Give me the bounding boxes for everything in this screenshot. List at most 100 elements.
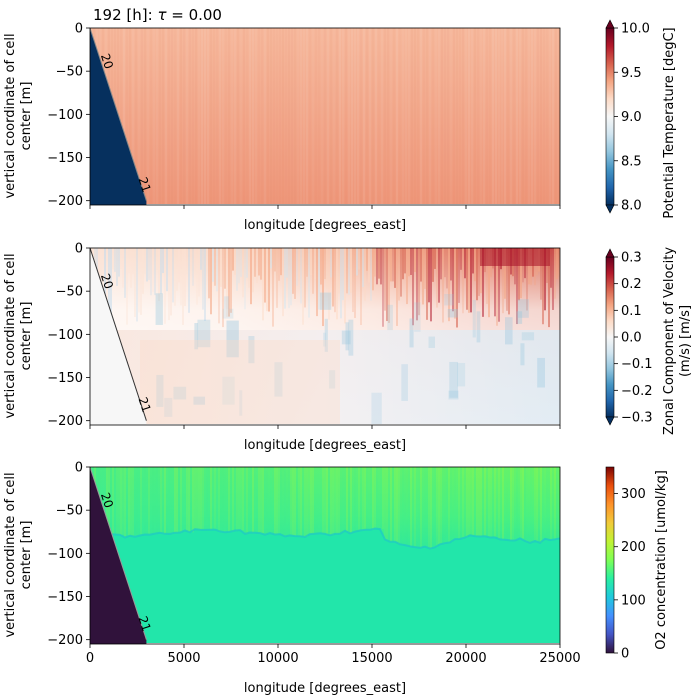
temperature-texture-stripe [294,28,296,204]
temperature-texture-stripe [381,28,383,204]
oxygen-texture-stripe [108,467,110,535]
oxygen-texture-stripe [234,467,236,531]
velocity-texture-stripe [244,248,246,310]
oxygen-texture-stripe [484,467,486,537]
oxygen-texture-stripe [344,467,346,531]
velocity-texture-stripe [156,248,158,270]
temperature-texture-stripe [153,28,155,204]
oxygen-texture-stripe [236,467,238,531]
temperature-texture-stripe [156,28,158,204]
velocity-texture-stripe [164,248,166,324]
velocity-texture-stripe [240,248,242,277]
velocity-texture-stripe [170,248,172,316]
oxygen-texture-stripe [374,467,376,529]
oxygen-texture-stripe [122,467,124,535]
velocity-texture-stripe [220,248,222,287]
velocity-texture-stripe [432,248,434,282]
temperature-texture-stripe [198,28,200,204]
velocity-texture-stripe [130,248,132,288]
velocity-texture-stripe [392,248,394,282]
oxygen-texture-stripe [204,467,206,530]
oxygen-texture-stripe [210,467,212,530]
oxygen-texture-stripe [198,467,200,530]
temperature-texture-stripe [207,28,209,204]
velocity-texture-stripe [446,248,448,289]
velocity-texture-stripe [556,248,558,279]
oxygen-texture-stripe [384,467,386,540]
velocity-texture-stripe [142,248,144,294]
temperature-texture-stripe [348,28,350,204]
velocity-texture-patch [197,319,211,348]
oxygen-texture-stripe [540,467,542,543]
oxygen-texture-stripe [396,467,398,542]
velocity-texture-stripe [290,248,292,306]
oxygen-texture-stripe [348,467,350,534]
temperature-colorbar-extend-top [605,19,615,29]
oxygen-texture-stripe [500,467,502,540]
oxygen-texture-stripe [118,467,120,535]
temperature-texture-stripe [306,28,308,204]
temperature-texture-stripe [165,28,167,204]
oxygen-texture-stripe [464,467,466,538]
velocity-texture-stripe [552,248,554,310]
velocity-texture-stripe [276,248,278,308]
velocity-texture-stripe [400,248,402,297]
temperature-colorbar-tick-label: 8.0 [621,199,642,214]
velocity-texture-patch [164,397,173,417]
velocity-texture-stripe [326,248,328,289]
velocity-texture-stripe [234,248,236,275]
oxygen-texture-stripe [208,467,210,530]
velocity-texture-stripe [386,248,388,322]
velocity-texture-stripe [198,248,200,297]
temperature-texture-stripe [192,28,194,204]
velocity-texture-stripe [272,248,274,327]
temperature-texture-stripe [411,28,413,204]
velocity-texture-patch [521,332,535,341]
oxygen-texture-stripe [196,467,198,530]
velocity-colorbar-label-line2: (m/s) [m/s] [678,305,693,377]
velocity-texture-stripe [370,248,372,301]
temperature-texture-stripe [210,28,212,204]
velocity-texture-stripe [390,248,392,282]
temperature-texture-stripe [327,28,329,204]
oxygen-xtick-label: 10000 [257,651,298,666]
oxygen-texture-stripe [554,467,556,540]
oxygen-texture-stripe [176,467,178,533]
oxygen-texture-stripe [182,467,184,533]
temperature-texture-stripe [240,28,242,204]
velocity-texture-stripe [222,248,224,328]
oxygen-texture-stripe [146,467,148,535]
temperature-texture-stripe [246,28,248,204]
oxygen-interface-line [90,527,560,550]
oxygen-contour-label: 21 [136,614,154,633]
velocity-texture-stripe [478,248,480,296]
temperature-texture-stripe [459,28,461,204]
velocity-texture-stripe [146,248,148,282]
velocity-texture-stripe [470,248,472,313]
oxygen-texture-stripe [194,467,196,530]
temperature-texture-stripe [171,28,173,204]
temperature-plot-frame [89,27,561,206]
velocity-texture-stripe [498,248,500,322]
temperature-texture-stripe [546,28,548,204]
temperature-texture-stripe [336,28,338,204]
velocity-ylabel-line2: center [m] [19,302,34,371]
temperature-texture-stripe [420,28,422,204]
oxygen-texture-stripe [138,467,140,536]
oxygen-texture-stripe [430,467,432,549]
velocity-texture-patch [348,319,354,356]
oxygen-ytick-label: −50 [56,504,83,519]
velocity-texture-stripe [294,248,296,299]
oxygen-texture-stripe [412,467,414,547]
velocity-texture-stripe [402,248,404,280]
temperature-texture-stripe [279,28,281,204]
oxygen-texture-stripe [366,467,368,530]
temperature-texture-stripe [534,28,536,204]
oxygen-texture-stripe [258,467,260,534]
oxygen-texture-stripe [262,467,264,534]
oxygen-texture-stripe [516,467,518,541]
temperature-texture-stripe [513,28,515,204]
temperature-texture-stripe [480,28,482,204]
